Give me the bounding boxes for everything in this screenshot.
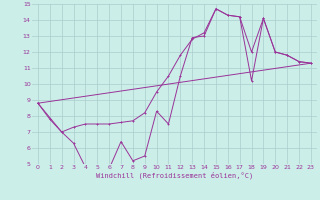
X-axis label: Windchill (Refroidissement éolien,°C): Windchill (Refroidissement éolien,°C) xyxy=(96,172,253,179)
